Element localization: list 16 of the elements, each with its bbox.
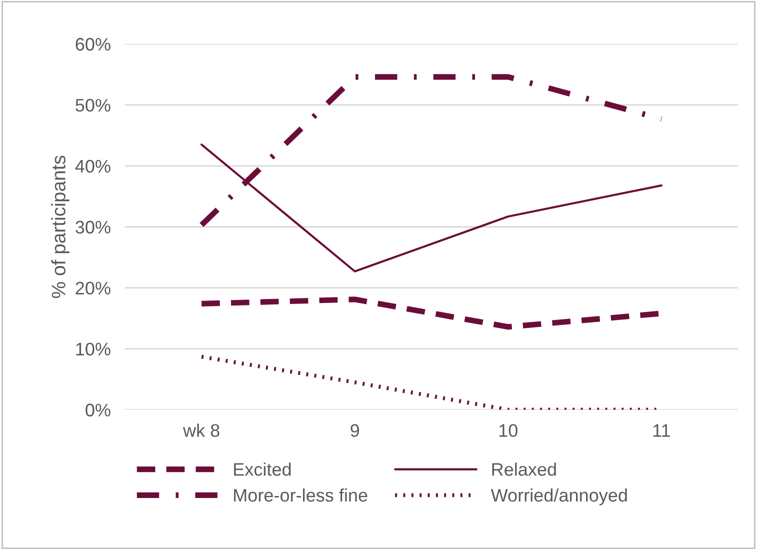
- y-tick-label: 0%: [86, 404, 110, 416]
- y-tick-label: 10%: [76, 342, 110, 356]
- legend-label: Excited: [234, 462, 291, 476]
- x-tick-label: 9: [350, 424, 360, 437]
- y-tick-label: 40%: [75, 160, 110, 173]
- x-tick-label: 11: [653, 424, 670, 437]
- y-tick-label: 20%: [76, 282, 110, 295]
- legend-label: More-or-less fine: [234, 488, 368, 502]
- x-tick-label: wk 8: [182, 424, 220, 437]
- legend-label: Relaxed: [492, 462, 556, 476]
- y-tick-label: 50%: [76, 98, 110, 112]
- y-tick-label: 30%: [76, 220, 110, 234]
- y-axis-title: % of participants: [51, 156, 70, 298]
- y-tick-label: 60%: [76, 38, 110, 51]
- legend-label: Worried/annoyed: [490, 488, 627, 506]
- x-tick-label: 10: [499, 424, 518, 437]
